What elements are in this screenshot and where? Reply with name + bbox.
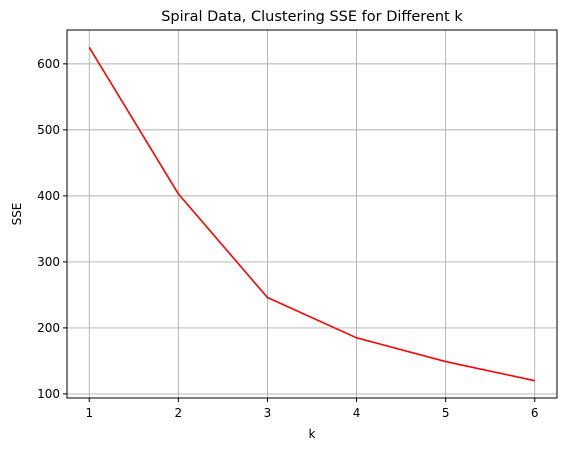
y-tick-label: 100 [37, 387, 60, 401]
series-layer [88, 46, 535, 382]
y-tick-label: 300 [37, 255, 60, 269]
x-tick-label: 4 [353, 406, 361, 420]
y-tick-label: 500 [37, 123, 60, 137]
x-tick-label: 3 [264, 406, 272, 420]
y-tick-label: 200 [37, 321, 60, 335]
x-tick-label: 1 [85, 406, 93, 420]
y-tick-label: 600 [37, 57, 60, 71]
ticks: 1 2 3 4 5 6 100 200 300 400 500 600 [37, 57, 538, 420]
grid [67, 30, 557, 398]
x-tick-label: 2 [175, 406, 183, 420]
plot-frame [66, 29, 558, 399]
x-tick-label: 5 [442, 406, 450, 420]
y-tick-label: 400 [37, 189, 60, 203]
x-axis-label: k [309, 427, 316, 441]
chart-title: Spiral Data, Clustering SSE for Differen… [161, 9, 463, 25]
y-axis-label: SSE [10, 203, 24, 226]
x-tick-label: 6 [531, 406, 539, 420]
series-line [88, 46, 535, 382]
